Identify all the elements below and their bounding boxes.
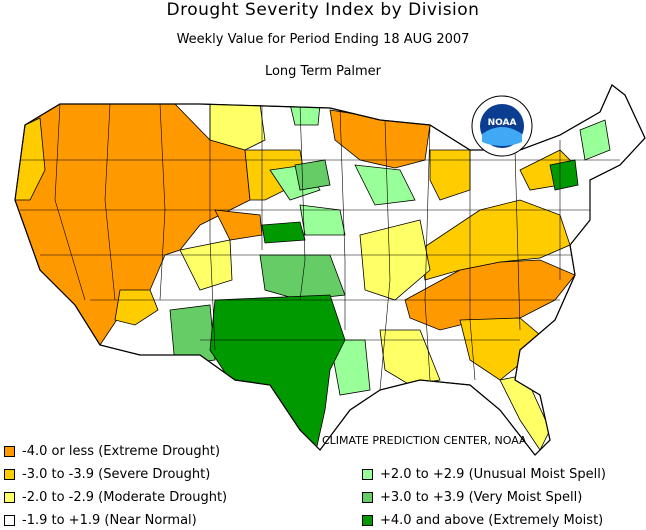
region-upper-plains-very-moist <box>294 159 331 191</box>
region-kansas-unusual-moist <box>299 204 346 236</box>
legend-label: +3.0 to +3.9 (Very Moist Spell) <box>380 490 583 505</box>
map-subtitle: Weekly Value for Period Ending 18 AUG 20… <box>176 32 470 47</box>
region-wisconsin-unusual-moist <box>354 164 416 206</box>
division-regions <box>15 103 620 455</box>
legend-swatch <box>4 492 15 503</box>
map-title: Drought Severity Index by Division <box>166 0 480 20</box>
legend-swatch <box>362 515 373 526</box>
region-new-mexico-very-moist <box>169 304 216 366</box>
index-name: Long Term Palmer <box>264 64 382 79</box>
region-new-england-unusual-moist <box>579 119 611 161</box>
legend-swatch <box>4 515 15 526</box>
credit-label: CLIMATE PREDICTION CENTER, NOAA <box>322 434 527 447</box>
legend-label: -4.0 or less (Extreme Drought) <box>22 444 221 459</box>
legend-label: +4.0 and above (Extremely Moist) <box>380 513 604 528</box>
region-nebraska-extremely-moist <box>261 221 306 244</box>
us-outline <box>14 84 646 456</box>
legend-swatch <box>4 469 15 480</box>
legend-swatch <box>362 492 373 503</box>
legend-label: +2.0 to +2.9 (Unusual Moist Spell) <box>380 467 606 482</box>
drought-map: NOAA <box>14 84 646 456</box>
region-michigan-severe-drought <box>429 149 471 201</box>
region-southwest-severe-drought <box>114 289 159 326</box>
legend-label: -3.0 to -3.9 (Severe Drought) <box>22 467 211 482</box>
region-colorado-moderate-drought <box>179 239 233 291</box>
legend-label: -2.0 to -2.9 (Moderate Drought) <box>22 490 228 505</box>
noaa-logo-text: NOAA <box>488 118 517 128</box>
legend-label: -1.9 to +1.9 (Near Normal) <box>22 513 197 528</box>
state-boundaries <box>20 103 620 391</box>
region-texas-extremely-moist <box>209 294 346 455</box>
region-ohio-valley-severe-drought <box>419 199 571 281</box>
legend-swatch <box>362 469 373 480</box>
region-midwest-moderate-drought <box>359 219 431 301</box>
region-new-york-extremely-moist <box>549 159 579 191</box>
noaa-logo: NOAA <box>471 95 533 157</box>
legend-swatch <box>4 446 15 457</box>
